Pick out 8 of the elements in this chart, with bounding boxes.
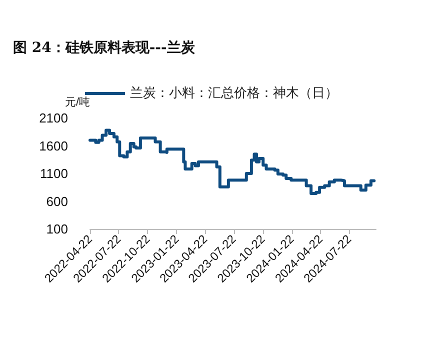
chart-title: 图 24：硅铁原料表现---兰炭: [13, 39, 196, 56]
y-tick-label: 1600: [39, 138, 68, 154]
y-axis-title: 元/吨: [64, 96, 90, 108]
y-tick-label: 600: [46, 194, 68, 209]
legend-label: 兰炭：小料：汇总价格：神木（日）: [130, 86, 338, 101]
y-tick-label: 2100: [39, 110, 68, 126]
y-tick-label: 100: [46, 222, 68, 236]
y-tick-label: 1100: [40, 166, 68, 181]
